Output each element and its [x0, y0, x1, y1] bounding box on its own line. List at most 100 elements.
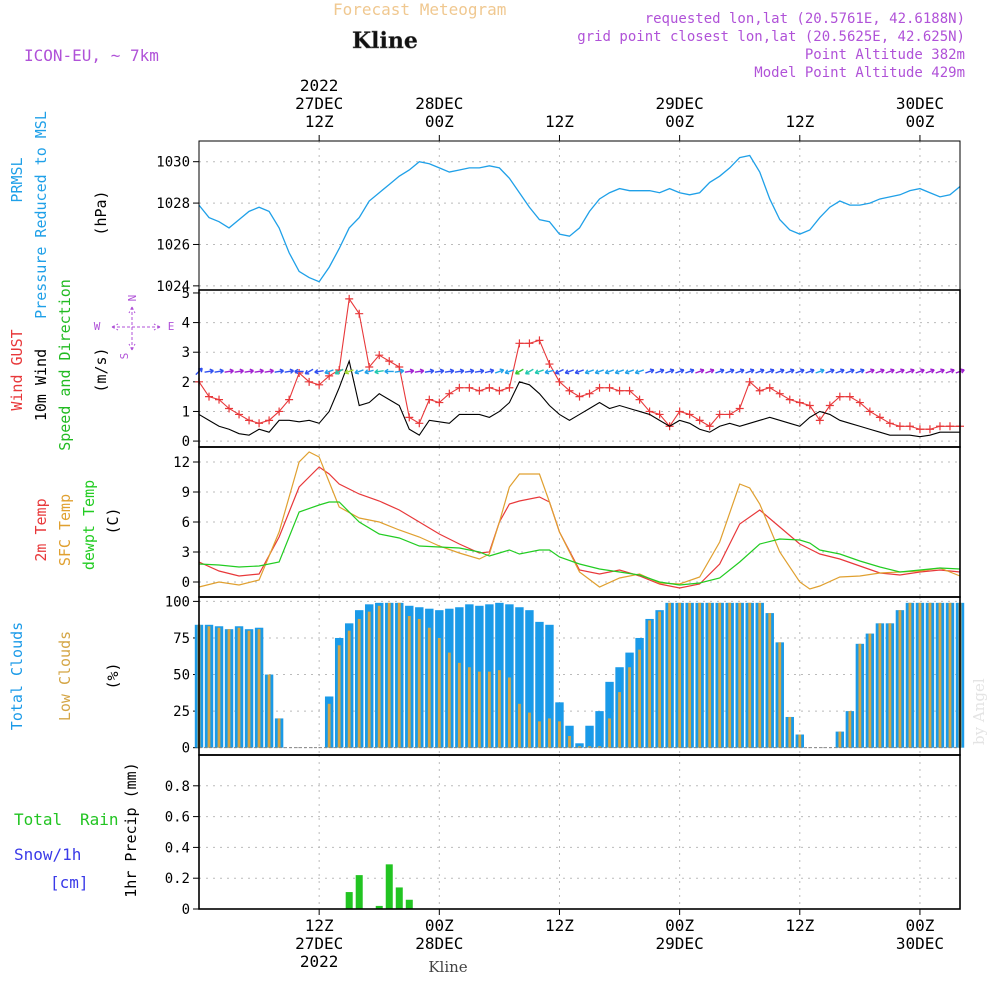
arrow-shaft: [364, 369, 374, 374]
y-tick-label: 5: [182, 286, 190, 302]
wind-gust-marker: [395, 363, 404, 372]
arrow-head: [604, 369, 610, 375]
arrow-head: [634, 369, 640, 375]
ylabel-hpa: (hPa): [92, 190, 110, 235]
time-label-bottom: 00Z: [905, 916, 934, 935]
arrow-shaft: [715, 369, 725, 374]
arrow-shaft: [575, 369, 584, 374]
y-tick-label: 50: [173, 668, 190, 684]
wind-direction-arrow: [665, 368, 675, 374]
arrow-head: [344, 369, 350, 375]
arrow-head: [749, 368, 755, 374]
wind-gust-marker: [775, 389, 784, 398]
panel-frame: [198, 289, 961, 448]
wind-gust-marker: [655, 410, 664, 419]
y-tick-label: 3: [182, 345, 190, 361]
arrow-shaft: [785, 369, 795, 374]
total-cloud-bar: [505, 604, 514, 748]
arrow-head: [419, 368, 425, 374]
arrow-head: [524, 369, 530, 375]
wind-direction-arrow: [885, 368, 895, 374]
ylabel-low-clouds: Low Clouds: [56, 631, 74, 721]
low-cloud-bar: [878, 623, 882, 748]
wind-gust-line: [198, 297, 960, 430]
wind-gust-marker: [905, 422, 914, 431]
wind-direction-arrow: [785, 368, 795, 374]
wind-direction-arrow: [705, 368, 715, 374]
rain-bar: [405, 899, 413, 909]
arrow-head: [779, 368, 785, 374]
arrow-head: [769, 368, 775, 374]
arrow-head: [584, 369, 590, 375]
low-cloud-bar: [898, 610, 902, 748]
wind-gust-marker: [605, 383, 614, 392]
low-cloud-bar: [688, 602, 692, 748]
wind-direction-arrow: [374, 369, 384, 375]
arrow-shaft: [484, 369, 494, 374]
rain-bar: [395, 887, 403, 909]
wind-speed-line: [198, 359, 960, 438]
arrow-head: [574, 369, 580, 375]
low-cloud-bar: [568, 735, 571, 748]
arrow-head: [669, 368, 675, 374]
time-label-top: 00Z: [665, 112, 694, 131]
wind-direction-arrow: [464, 368, 475, 374]
wind-direction-arrow: [815, 368, 825, 374]
wind-gust-marker: [765, 383, 774, 392]
wind-direction-arrow: [645, 368, 655, 374]
arrow-shaft: [635, 369, 645, 374]
wind-gust-marker: [825, 401, 834, 410]
total-cloud-bar: [535, 621, 544, 748]
wind-direction-arrow: [324, 369, 334, 375]
wind-gust-marker: [935, 422, 944, 431]
arrow-shaft: [655, 369, 665, 374]
total-cloud-bar: [605, 681, 614, 748]
wind-direction-arrow: [895, 368, 905, 374]
wind-direction-arrow: [634, 369, 645, 375]
low-cloud-bar: [548, 718, 551, 748]
arrow-head: [384, 368, 389, 375]
wind-direction-arrow: [294, 368, 304, 375]
arrow-head: [880, 368, 885, 374]
wind-gust-marker: [615, 386, 624, 395]
ylabel-precip: 1hr Precip (mm): [122, 762, 140, 897]
wind-direction-arrow: [544, 369, 554, 375]
arrow-shaft: [605, 369, 615, 374]
wind-direction-arrow: [454, 368, 465, 374]
arrow-shaft: [795, 369, 805, 374]
wind-gust-marker: [945, 422, 954, 431]
precip-bars: [199, 864, 960, 910]
time-label-bottom: 2022: [300, 952, 339, 971]
arrow-head: [789, 368, 795, 374]
arrow-shaft: [334, 368, 344, 375]
wind-direction-arrow: [234, 368, 244, 374]
arrow-shaft: [504, 369, 514, 374]
time-label-bottom: 28DEC: [415, 934, 463, 953]
low-cloud-bar: [397, 602, 401, 748]
wind-gust-marker: [475, 386, 484, 395]
low-cloud-bar: [868, 633, 872, 748]
arrow-shaft: [885, 369, 895, 374]
wind-gust-marker: [355, 309, 364, 318]
precip-legend-cm: [cm]: [50, 873, 89, 892]
y-tick-label: 0: [182, 575, 190, 591]
wind-gust-marker: [285, 395, 294, 404]
low-cloud-bar: [437, 637, 441, 748]
arrow-shaft: [585, 369, 594, 374]
y-tick-label: 2: [182, 375, 190, 391]
compass-s: S: [118, 353, 131, 360]
low-cloud-bar: [848, 711, 852, 748]
arrow-head: [950, 368, 955, 374]
location-title: Kline: [352, 28, 418, 54]
wind-gust-marker: [225, 404, 234, 413]
grid-coords: grid point closest lon,lat (20.5625E, 42…: [577, 29, 965, 45]
low-cloud-bar: [788, 716, 792, 748]
arrow-head: [930, 368, 935, 374]
arrow-shaft: [354, 369, 364, 374]
arrow-head: [304, 369, 310, 375]
ylabel-pct: (%): [104, 662, 122, 689]
low-cloud-bar: [407, 616, 411, 748]
panel-frame: [198, 754, 961, 910]
pressure-line: [198, 154, 961, 283]
